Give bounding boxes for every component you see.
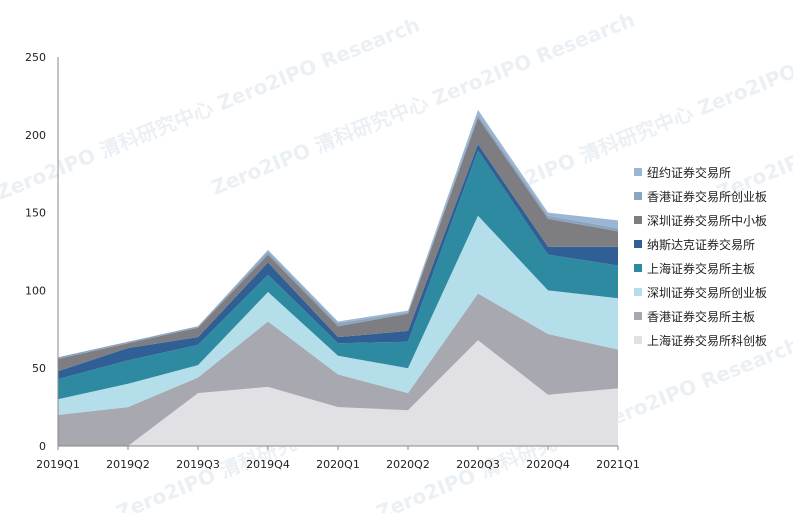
legend-label: 上海证券交易所主板 [647, 261, 755, 276]
x-tick-label: 2020Q2 [386, 458, 430, 471]
y-tick-label: 0 [39, 440, 46, 453]
area-series-3 [58, 150, 618, 400]
legend-swatch [634, 312, 642, 320]
x-tick-label: 2020Q1 [316, 458, 360, 471]
area-series-4 [58, 144, 618, 380]
legend-label: 纽约证券交易所 [647, 165, 731, 180]
legend-swatch [634, 288, 642, 296]
legend-label: 深圳证券交易所中小板 [647, 213, 767, 228]
legend-label: 香港证券交易所主板 [647, 309, 755, 324]
x-tick-label: 2020Q3 [456, 458, 500, 471]
legend-label: 深圳证券交易所创业板 [647, 285, 767, 300]
y-tick-label: 100 [25, 284, 46, 297]
legend-swatch [634, 336, 642, 344]
legend-swatch [634, 168, 642, 176]
legend-label: 上海证券交易所科创板 [647, 333, 767, 348]
x-tick-label: 2019Q3 [176, 458, 220, 471]
legend-swatch [634, 240, 642, 248]
area-series-0 [58, 340, 618, 446]
legend-swatch [634, 192, 642, 200]
x-tick-label: 2019Q4 [246, 458, 290, 471]
axes-group: 0 50 100 150 200 250 2019Q1 2019Q2 2019Q3 2019Q4 2… [25, 51, 640, 471]
legend: 纽约证券交易所香港证券交易所创业板深圳证券交易所中小板纳斯达克证券交易所上海证券… [634, 165, 767, 348]
legend-swatch [634, 216, 642, 224]
legend-label: 香港证券交易所创业板 [647, 189, 767, 204]
legend-label: 纳斯达克证券交易所 [647, 237, 755, 252]
y-tick-label: 200 [25, 129, 46, 142]
y-tick-label: 150 [25, 207, 46, 220]
y-tick-label: 250 [25, 51, 46, 64]
area-series-group [58, 109, 618, 446]
y-tick-label: 50 [32, 362, 46, 375]
x-tick-label: 2019Q2 [106, 458, 150, 471]
legend-swatch [634, 264, 642, 272]
x-tick-label: 2020Q4 [526, 458, 570, 471]
area-series-1 [58, 293, 618, 446]
x-tick-label: 2019Q1 [36, 458, 80, 471]
x-tick-label: 2021Q1 [596, 458, 640, 471]
